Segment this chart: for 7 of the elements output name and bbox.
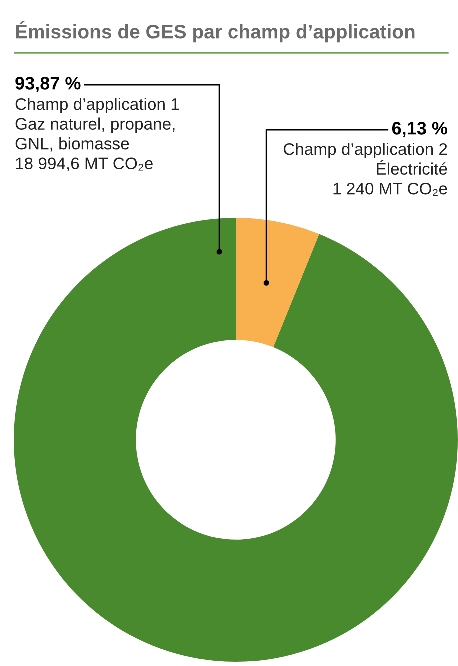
chart-title: Émissions de GES par champ d’application <box>16 21 415 43</box>
data-label: 6,13 % <box>392 122 448 138</box>
data-label: 93,87 % <box>16 77 81 92</box>
donut-slice <box>236 218 320 348</box>
slice-label: Champ d’application 2 Électricité 1 240 MT CO₂e <box>284 143 448 196</box>
donut-slice <box>14 218 458 662</box>
slice-label: Champ d’application 1 Gaz naturel, propane, GNL, biomasse 18 994,6 MT CO₂e <box>16 98 180 172</box>
